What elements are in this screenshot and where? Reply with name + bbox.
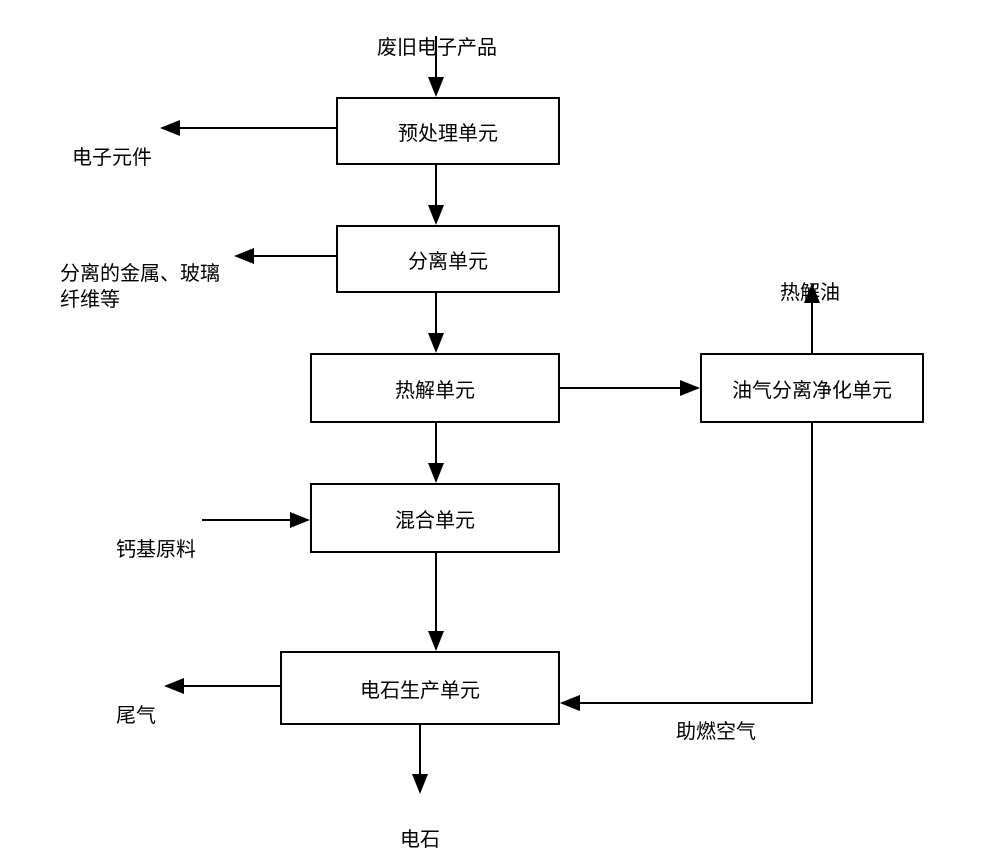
label-text: 助燃空气 xyxy=(676,721,756,743)
label-waste-input: 废旧电子产品 xyxy=(377,8,497,60)
node-label: 油气分离净化单元 xyxy=(732,374,892,403)
label-text: 尾气 xyxy=(116,705,156,727)
node-pretreat: 预处理单元 xyxy=(336,97,560,165)
node-mix: 混合单元 xyxy=(310,483,560,553)
node-oilgas: 油气分离净化单元 xyxy=(700,353,924,423)
label-metal-glass: 分离的金属、玻璃 纤维等 xyxy=(60,235,220,313)
node-carbide: 电石生产单元 xyxy=(280,651,560,725)
node-label: 混合单元 xyxy=(395,504,475,533)
label-text: 钙基原料 xyxy=(116,539,196,561)
node-separate: 分离单元 xyxy=(336,225,560,293)
label-tailgas: 尾气 xyxy=(116,676,156,728)
label-pyrolysis-oil: 热解油 xyxy=(780,253,840,305)
label-combustion-air: 助燃空气 xyxy=(676,692,756,744)
node-label: 预处理单元 xyxy=(398,117,498,146)
node-pyrolysis: 热解单元 xyxy=(310,353,560,423)
label-calcium-input: 钙基原料 xyxy=(116,510,196,562)
label-text: 热解油 xyxy=(780,282,840,304)
label-text: 电石 xyxy=(400,829,440,851)
node-label: 热解单元 xyxy=(395,374,475,403)
label-text: 分离的金属、玻璃 纤维等 xyxy=(60,263,220,311)
node-label: 电石生产单元 xyxy=(360,674,480,703)
label-carbide-output: 电石 xyxy=(400,800,440,852)
label-text: 电子元件 xyxy=(72,147,152,169)
edge-oilgas-to-carbide xyxy=(562,423,812,703)
label-text: 废旧电子产品 xyxy=(377,37,497,59)
node-label: 分离单元 xyxy=(408,245,488,274)
label-electronic-components: 电子元件 xyxy=(72,118,152,170)
